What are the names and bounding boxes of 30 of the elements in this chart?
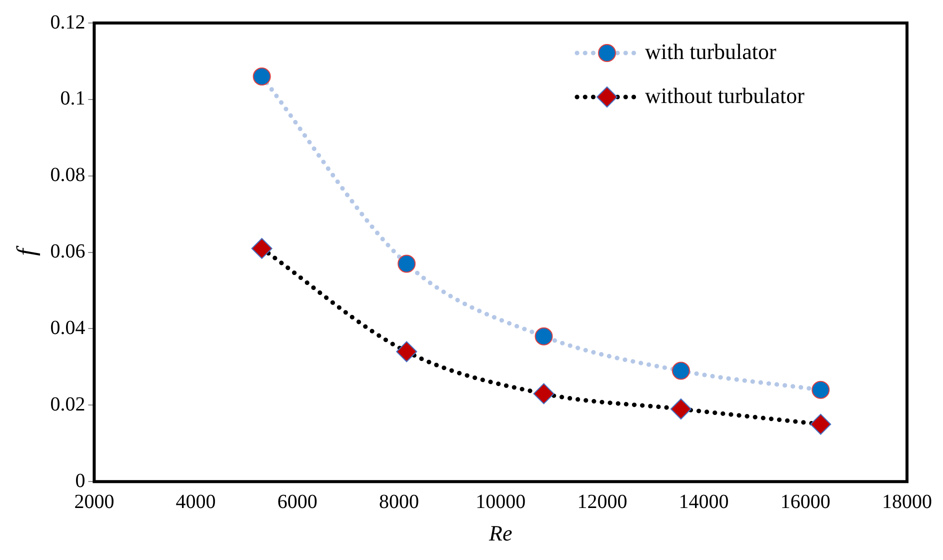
point <box>533 383 554 404</box>
x-tick-label: 8000 <box>379 490 419 513</box>
point <box>810 414 832 435</box>
x-tick-label: 2000 <box>74 490 114 513</box>
x-tick-label: 16000 <box>780 490 830 513</box>
x-tick-label: 4000 <box>176 490 216 513</box>
y-tick-label: 0.06 <box>50 240 86 263</box>
y-axis-title: f <box>11 244 40 256</box>
y-tick-label: 0.08 <box>50 164 86 186</box>
y-tick-label: 0.04 <box>50 316 86 339</box>
x-tick-label: 18000 <box>882 490 932 513</box>
point <box>252 68 271 86</box>
y-tick-label: 0 <box>75 470 86 492</box>
point <box>534 327 553 346</box>
y-tick-label: 0.1 <box>60 88 86 110</box>
y-tick-label: 0.02 <box>50 393 86 416</box>
x-tick-label: 14000 <box>678 490 729 513</box>
x-axis-title: Re <box>488 520 512 546</box>
legend-label: without turbulator <box>645 82 806 108</box>
x-tick-label: 12000 <box>577 490 628 513</box>
point <box>812 380 830 399</box>
x-tick-label: 10000 <box>476 490 526 513</box>
y-tick-label: 0.12 <box>50 11 86 34</box>
legend-label: with turbulator <box>645 38 778 64</box>
point <box>670 398 692 420</box>
point <box>396 341 418 362</box>
point <box>398 254 416 273</box>
x-tick-label: 6000 <box>277 490 318 513</box>
point <box>672 362 690 380</box>
point <box>251 238 272 259</box>
